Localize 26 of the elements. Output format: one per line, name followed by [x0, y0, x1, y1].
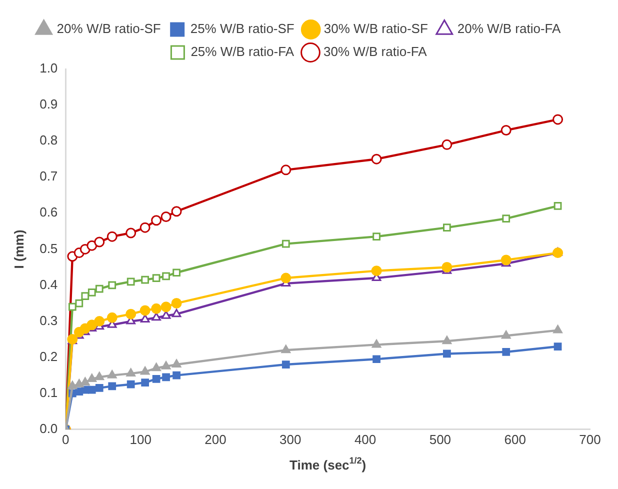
y-tick-label: 0.5 — [40, 240, 58, 256]
legend-label: 20% W/B ratio-SF — [56, 21, 161, 36]
legend-label: 20% W/B ratio-FA — [457, 21, 562, 36]
y-axis-title: I (mm) — [11, 230, 26, 269]
y-tick-label: 0.7 — [40, 168, 58, 184]
y-tick-label: 0.9 — [40, 96, 58, 112]
y-tick-label: 0.8 — [40, 132, 58, 148]
x-tick-label: 300 — [280, 432, 302, 447]
x-tick-label: 500 — [429, 432, 452, 447]
y-tick-label: 0.3 — [40, 312, 58, 328]
y-tick-label: 0.0 — [40, 420, 58, 436]
x-tick-label: 700 — [579, 432, 601, 447]
y-tick-label: 0.2 — [40, 348, 58, 364]
x-tick-label: 0 — [62, 432, 70, 447]
y-tick-label: 0.6 — [40, 204, 58, 220]
x-tick-label: 100 — [130, 432, 152, 447]
legend-label: 25% W/B ratio-FA — [190, 44, 294, 60]
x-tick-label: 400 — [354, 432, 376, 447]
x-tick-label: 600 — [504, 432, 526, 447]
y-tick-label: 0.1 — [40, 384, 58, 400]
x-tick-label: 200 — [204, 432, 226, 447]
legend-label: 25% W/B ratio-SF — [190, 21, 294, 36]
legend-label: 30% W/B ratio-FA — [324, 44, 428, 60]
y-tick-label: 1.0 — [40, 60, 58, 76]
y-tick-label: 0.4 — [40, 276, 58, 292]
legend-label: 30% W/B ratio-SF — [324, 21, 428, 36]
